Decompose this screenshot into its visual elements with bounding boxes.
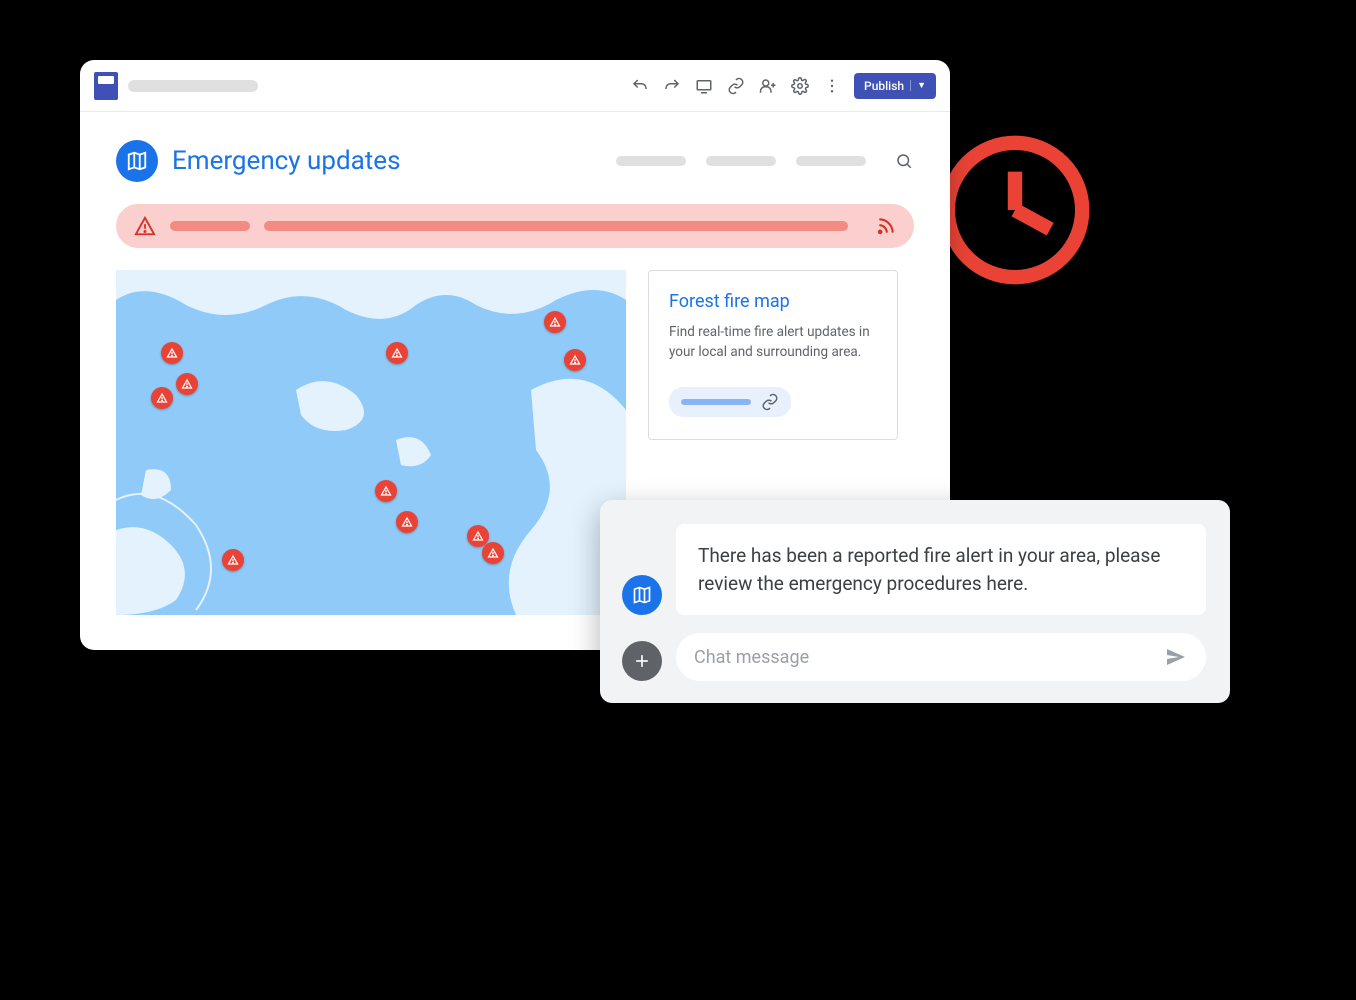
toolbar-icons: Publish ▼: [630, 73, 936, 99]
clock-icon: [935, 130, 1095, 290]
chat-input-placeholder: Chat message: [694, 647, 809, 668]
alert-text-placeholder: [264, 221, 848, 231]
nav-placeholders: [616, 156, 866, 166]
chat-bot-avatar: [622, 575, 662, 615]
chat-panel: There has been a reported fire alert in …: [600, 500, 1230, 703]
info-card: Forest fire map Find real-time fire aler…: [648, 270, 898, 440]
fire-alert-pin[interactable]: [544, 311, 566, 333]
fire-alert-pin[interactable]: [396, 511, 418, 533]
publish-label: Publish: [864, 79, 904, 93]
link-icon: [761, 393, 779, 411]
page-header: Emergency updates: [116, 140, 914, 182]
publish-button[interactable]: Publish ▼: [854, 73, 936, 99]
info-card-description: Find real-time fire alert updates in you…: [669, 322, 877, 363]
nav-item-placeholder[interactable]: [796, 156, 866, 166]
fire-alert-pin[interactable]: [176, 373, 198, 395]
fire-alert-pin[interactable]: [564, 349, 586, 371]
nav-item-placeholder[interactable]: [616, 156, 686, 166]
warning-icon: [134, 215, 156, 237]
map-icon: [116, 140, 158, 182]
chevron-down-icon[interactable]: ▼: [910, 80, 926, 91]
fire-map[interactable]: [116, 270, 626, 615]
add-attachment-button[interactable]: [622, 641, 662, 681]
app-logo-icon: [94, 72, 118, 100]
titlebar: Publish ▼: [80, 60, 950, 112]
chat-input[interactable]: Chat message: [676, 633, 1206, 681]
share-person-icon[interactable]: [758, 76, 778, 96]
preview-icon[interactable]: [694, 76, 714, 96]
chat-message: There has been a reported fire alert in …: [676, 524, 1206, 615]
fire-alert-pin[interactable]: [386, 342, 408, 364]
fire-alert-pin[interactable]: [482, 542, 504, 564]
fire-alert-pin[interactable]: [151, 387, 173, 409]
info-card-title: Forest fire map: [669, 291, 877, 312]
rss-icon[interactable]: [876, 216, 896, 236]
fire-alert-pin[interactable]: [161, 342, 183, 364]
page-title: Emergency updates: [172, 146, 401, 176]
link-icon[interactable]: [726, 76, 746, 96]
nav-item-placeholder[interactable]: [706, 156, 776, 166]
redo-icon[interactable]: [662, 76, 682, 96]
link-text-placeholder: [681, 399, 751, 405]
alert-text-placeholder: [170, 221, 250, 231]
fire-alert-pin[interactable]: [222, 549, 244, 571]
doc-title-placeholder: [128, 80, 258, 92]
info-card-link[interactable]: [669, 387, 791, 417]
alert-banner: [116, 204, 914, 248]
more-icon[interactable]: [822, 76, 842, 96]
fire-alert-pin[interactable]: [375, 480, 397, 502]
undo-icon[interactable]: [630, 76, 650, 96]
search-icon[interactable]: [894, 151, 914, 171]
gear-icon[interactable]: [790, 76, 810, 96]
send-icon[interactable]: [1164, 645, 1188, 669]
